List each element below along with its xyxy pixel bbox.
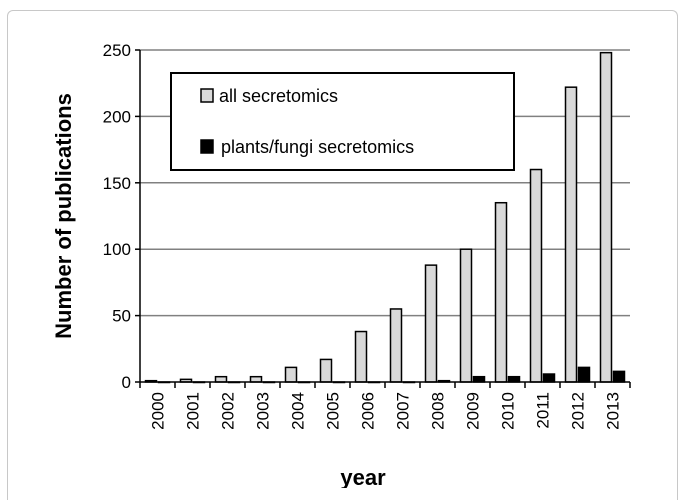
bar-all-secretomics — [459, 248, 473, 383]
bar-plants-fungi — [612, 370, 626, 383]
legend-label-plants-fungi: plants/fungi secretomics — [221, 137, 414, 157]
legend-swatch-plants-fungi — [200, 139, 214, 154]
x-tick-label: 2009 — [464, 392, 483, 430]
y-tick-label: 150 — [103, 174, 131, 193]
y-tick-label: 100 — [103, 240, 131, 259]
x-tick-label: 2004 — [289, 392, 308, 430]
x-tick-label: 2013 — [604, 392, 623, 430]
bar-chart: 0 50 100 150 200 250 2000 2001 2002 2003 2004 2005… — [51, 41, 631, 488]
bar-plants-fungi — [507, 375, 521, 383]
bar-plants-fungi — [577, 366, 591, 383]
bar-all-secretomics — [529, 168, 543, 383]
legend-label-all-secretomics: all secretomics — [219, 86, 338, 106]
legend-swatch-all-secretomics — [200, 88, 214, 103]
x-tick-label: 2011 — [534, 392, 553, 429]
legend: all secretomics plants/fungi secretomics — [170, 72, 515, 171]
bar-all-secretomics — [214, 375, 228, 383]
legend-box — [170, 72, 515, 171]
x-tick-label: 2007 — [394, 392, 413, 430]
x-tick-label: 2002 — [219, 392, 238, 430]
bar-all-secretomics — [494, 201, 508, 383]
bar-plants-fungi — [472, 375, 486, 383]
bar-all-secretomics — [354, 330, 368, 383]
bar-all-secretomics — [564, 86, 578, 383]
x-tick-label: 2005 — [324, 392, 343, 430]
y-tick-label: 200 — [103, 107, 131, 126]
bar-all-secretomics — [599, 51, 613, 383]
bar-plants-fungi — [542, 373, 556, 383]
bar-all-secretomics — [389, 308, 403, 383]
bar-all-secretomics — [284, 366, 298, 383]
bar-all-secretomics — [249, 375, 263, 383]
y-tick-label: 250 — [103, 41, 131, 60]
x-tick-label: 2003 — [254, 392, 273, 430]
x-axis-title: year — [340, 465, 386, 488]
x-tick-label: 2012 — [569, 392, 588, 430]
x-tick-label: 2000 — [149, 392, 168, 430]
y-axis-title: Number of publications — [51, 93, 76, 339]
x-tick-label: 2010 — [499, 392, 518, 430]
bar-all-secretomics — [319, 358, 333, 383]
x-tick-label: 2001 — [184, 392, 203, 430]
x-tick-label: 2008 — [429, 392, 448, 430]
bar-all-secretomics — [424, 264, 438, 383]
y-tick-label: 0 — [122, 373, 131, 392]
y-tick-label: 50 — [112, 307, 131, 326]
x-tick-label: 2006 — [359, 392, 378, 430]
